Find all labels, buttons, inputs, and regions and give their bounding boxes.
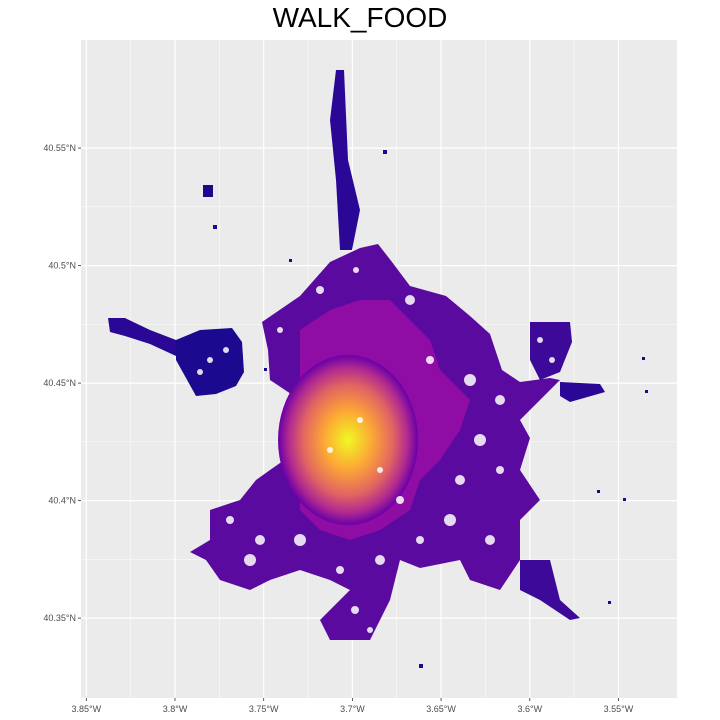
speckle-texture (197, 267, 555, 633)
y-tick-label: 40.55°N (43, 143, 76, 153)
x-tick-label: 3.85°W (72, 704, 102, 714)
southeast-tail (520, 560, 580, 620)
east-branch (530, 322, 572, 380)
x-tick-label: 3.65°W (426, 704, 456, 714)
x-tick-label: 3.55°W (604, 704, 634, 714)
west-streak (108, 318, 176, 356)
hot-core (278, 355, 418, 525)
y-tick-label: 40.45°N (43, 378, 76, 388)
x-tick-label: 3.7°W (340, 704, 365, 714)
northwest-patch (203, 185, 213, 197)
axes: 3.85°W 3.8°W 3.75°W 3.7°W 3.65°W 3.6°W 3.55°W 4… (43, 143, 633, 714)
y-tick-label: 40.4°N (48, 496, 76, 506)
x-tick-label: 3.8°W (163, 704, 188, 714)
north-spur (330, 70, 360, 250)
density-layer (108, 70, 648, 668)
y-tick-label: 40.35°N (43, 613, 76, 623)
x-tick-label: 3.6°W (517, 704, 542, 714)
isolated-points (213, 150, 648, 668)
chart-title: WALK_FOOD (272, 2, 448, 33)
y-tick-label: 40.5°N (48, 261, 76, 271)
east-tail (560, 382, 605, 402)
x-tick-label: 3.75°W (249, 704, 279, 714)
